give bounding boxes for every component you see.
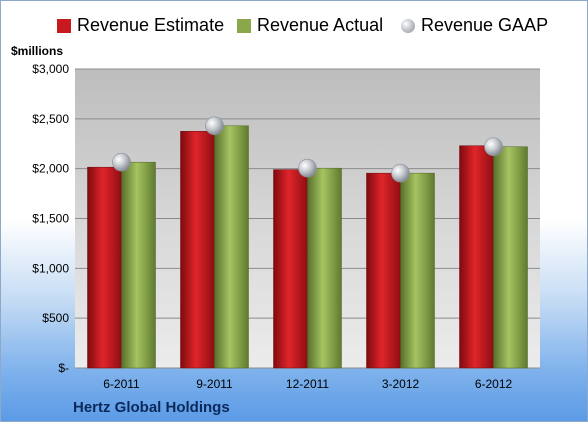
y-tick-label: $2,500 xyxy=(32,112,69,126)
y-tick-label: $- xyxy=(58,361,69,375)
x-tick-label: 12-2011 xyxy=(286,377,329,391)
gaap-marker xyxy=(484,137,503,157)
company-name: Hertz Global Holdings xyxy=(73,399,230,416)
gaap-marker xyxy=(205,116,224,136)
estimate-bar xyxy=(180,131,215,369)
x-axis-tick-labels: 6-2011 9-2011 12-2011 3-2012 6-2012 xyxy=(103,377,512,391)
y-units-label: $millions xyxy=(11,44,64,58)
y-tick-label: $500 xyxy=(42,311,69,325)
actual-bar xyxy=(121,161,156,369)
estimate-bar xyxy=(87,166,122,369)
y-axis-tick-labels: $- $500 $1,000 $1,500 $2,000 $2,500 $3,000 xyxy=(32,62,69,375)
legend: Revenue Estimate Revenue Actual Revenue … xyxy=(1,15,587,41)
estimate-bar xyxy=(459,145,494,369)
x-tick-label: 3-2012 xyxy=(382,377,420,391)
legend-swatch-actual xyxy=(237,18,251,33)
y-tick-label: $1,500 xyxy=(32,212,69,226)
y-tick-label: $2,000 xyxy=(32,162,69,176)
legend-label-gaap: Revenue GAAP xyxy=(421,15,549,35)
legend-swatch-gaap xyxy=(401,18,415,33)
estimate-bar xyxy=(366,172,401,369)
gaap-marker xyxy=(112,152,131,172)
legend-item-gaap: Revenue GAAP xyxy=(401,15,548,36)
bar-series xyxy=(87,125,528,369)
actual-bar xyxy=(214,125,249,369)
legend-swatch-estimate xyxy=(57,18,71,33)
x-tick-label: 6-2011 xyxy=(103,377,140,391)
legend-label-estimate: Revenue Estimate xyxy=(77,15,225,35)
legend-label-actual: Revenue Actual xyxy=(257,15,384,35)
actual-bar xyxy=(400,172,435,369)
estimate-bar xyxy=(273,169,308,369)
gaap-marker xyxy=(391,163,410,183)
x-tick-label: 9-2011 xyxy=(196,377,233,391)
legend-item-estimate: Revenue Estimate xyxy=(57,15,224,36)
actual-bar xyxy=(493,146,528,369)
gaap-markers xyxy=(112,116,503,183)
actual-bar xyxy=(307,167,342,369)
gaap-marker xyxy=(298,158,317,178)
legend-item-actual: Revenue Actual xyxy=(237,15,383,36)
y-tick-label: $3,000 xyxy=(32,62,69,76)
x-tick-label: 6-2012 xyxy=(475,377,513,391)
y-tick-label: $1,000 xyxy=(32,261,69,275)
